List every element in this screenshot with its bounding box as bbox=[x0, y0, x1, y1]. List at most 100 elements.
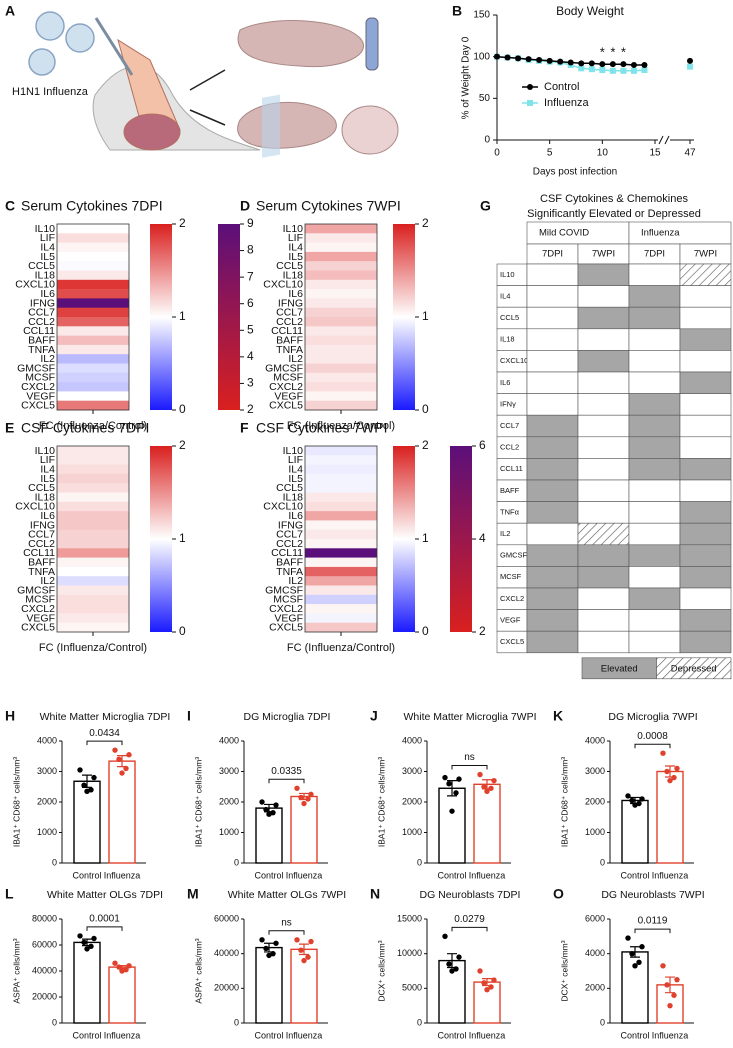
data-point bbox=[298, 794, 304, 801]
table-cell bbox=[526, 544, 579, 567]
row-label: VEGF bbox=[26, 390, 55, 402]
x-axis-label: FC (Influenza/Control) bbox=[287, 642, 395, 654]
table-cell bbox=[628, 458, 681, 481]
data-point bbox=[116, 964, 122, 970]
heatmap-cell bbox=[305, 317, 377, 327]
table-cell bbox=[628, 414, 681, 438]
row-label: IFNG bbox=[30, 297, 55, 309]
row-label: TNFA bbox=[28, 344, 55, 356]
marker bbox=[599, 67, 606, 73]
table-cell bbox=[526, 350, 579, 373]
x-tick-label: 0 bbox=[494, 148, 500, 159]
panel-label: M bbox=[187, 886, 199, 902]
table-cell bbox=[577, 587, 630, 610]
data-point bbox=[308, 791, 314, 798]
y-tick-label: 4000 bbox=[585, 948, 605, 958]
table-cell bbox=[679, 630, 732, 654]
panel-label: K bbox=[553, 708, 563, 724]
heatmap-cell bbox=[57, 566, 129, 577]
heatmap-cell bbox=[57, 354, 129, 364]
bar bbox=[73, 780, 101, 864]
heatmap-cell bbox=[57, 529, 129, 540]
chart-title: DG Microglia 7DPI bbox=[244, 711, 331, 723]
data-point bbox=[81, 782, 87, 788]
p-value: 0.0335 bbox=[271, 766, 302, 777]
data-point bbox=[446, 961, 452, 967]
table-title: CSF Cytokines & Chemokines bbox=[540, 193, 688, 205]
heatmap-cell bbox=[305, 261, 377, 271]
heatmap-cell bbox=[305, 335, 377, 346]
row-label: IL6 bbox=[500, 378, 510, 387]
table-cell bbox=[526, 328, 579, 351]
y-tick-label: 40000 bbox=[32, 965, 57, 975]
row-label: CCL2 bbox=[276, 316, 303, 328]
heatmap-cell bbox=[305, 594, 377, 605]
y-tick-label: 2000 bbox=[37, 796, 57, 806]
x-tick-label: Influenza bbox=[286, 1030, 323, 1040]
row-label: IL5 bbox=[40, 251, 55, 263]
bar bbox=[255, 807, 283, 864]
row-label: IL6 bbox=[288, 288, 303, 300]
colorbar-tick-label: 2 bbox=[479, 624, 486, 638]
table-cell bbox=[526, 393, 579, 416]
row-label: LIF bbox=[40, 454, 55, 466]
colorbar-tick-label: 4 bbox=[479, 531, 486, 545]
data-point bbox=[266, 811, 272, 817]
p-value: 0.0279 bbox=[454, 914, 485, 925]
y-tick-label: 0 bbox=[417, 1017, 422, 1027]
marker bbox=[599, 61, 606, 68]
column-header-label: 7WPI bbox=[592, 249, 615, 260]
row-label: IL4 bbox=[40, 464, 55, 476]
x-tick-label: Control bbox=[254, 870, 283, 880]
row-label: CCL7 bbox=[276, 307, 303, 319]
heatmap-cell bbox=[305, 511, 377, 521]
table-cell bbox=[577, 371, 630, 394]
table-cell bbox=[577, 501, 630, 524]
row-label: IL10 bbox=[283, 223, 304, 235]
colorbar bbox=[150, 224, 172, 410]
row-label: BAFF bbox=[500, 486, 520, 495]
row-label: IL2 bbox=[500, 529, 510, 538]
marker bbox=[588, 60, 595, 67]
colorbar bbox=[218, 224, 240, 410]
data-point bbox=[632, 963, 638, 969]
row-label: CXCL2 bbox=[500, 594, 524, 603]
data-point bbox=[629, 950, 635, 957]
data-point bbox=[84, 946, 90, 952]
heatmap-cell bbox=[305, 224, 377, 234]
legend-label: Elevated bbox=[601, 663, 638, 674]
heatmap-cell bbox=[57, 464, 129, 475]
bar bbox=[473, 783, 501, 864]
significance-mark: * bbox=[610, 45, 615, 60]
y-tick-label: 20000 bbox=[214, 983, 239, 993]
table-cell bbox=[628, 371, 681, 394]
table-cell bbox=[577, 630, 630, 654]
chart-title: DG Neuroblasts 7WPI bbox=[601, 889, 704, 901]
y-tick-label: 0 bbox=[417, 857, 422, 867]
row-label: IL5 bbox=[288, 473, 303, 485]
x-tick-label: Control bbox=[437, 1030, 466, 1040]
table-cell bbox=[628, 285, 681, 308]
data-point bbox=[266, 952, 272, 959]
heatmap-cell bbox=[305, 539, 377, 549]
row-label: CXCL5 bbox=[269, 400, 303, 412]
data-point bbox=[456, 776, 462, 782]
y-tick-label: 80000 bbox=[32, 913, 57, 923]
row-label: CCL11 bbox=[271, 325, 303, 337]
heatmap-cell bbox=[305, 473, 377, 484]
table-cell bbox=[577, 436, 630, 459]
panel-label: D bbox=[240, 198, 250, 214]
heatmap-cell bbox=[57, 261, 129, 271]
y-tick-label: 6000 bbox=[585, 913, 605, 923]
row-label: IL18 bbox=[283, 491, 304, 503]
heatmap-cell bbox=[305, 391, 377, 401]
row-label: IL4 bbox=[40, 242, 55, 254]
y-tick-label: 0 bbox=[52, 857, 57, 867]
data-point bbox=[119, 968, 125, 974]
row-label: IL6 bbox=[40, 288, 55, 300]
virus-label: H1N1 Influenza bbox=[12, 86, 89, 98]
row-label: CCL5 bbox=[276, 482, 303, 494]
chart-title: White Matter Microglia 7DPI bbox=[40, 711, 171, 723]
heatmap-cell bbox=[57, 604, 129, 614]
